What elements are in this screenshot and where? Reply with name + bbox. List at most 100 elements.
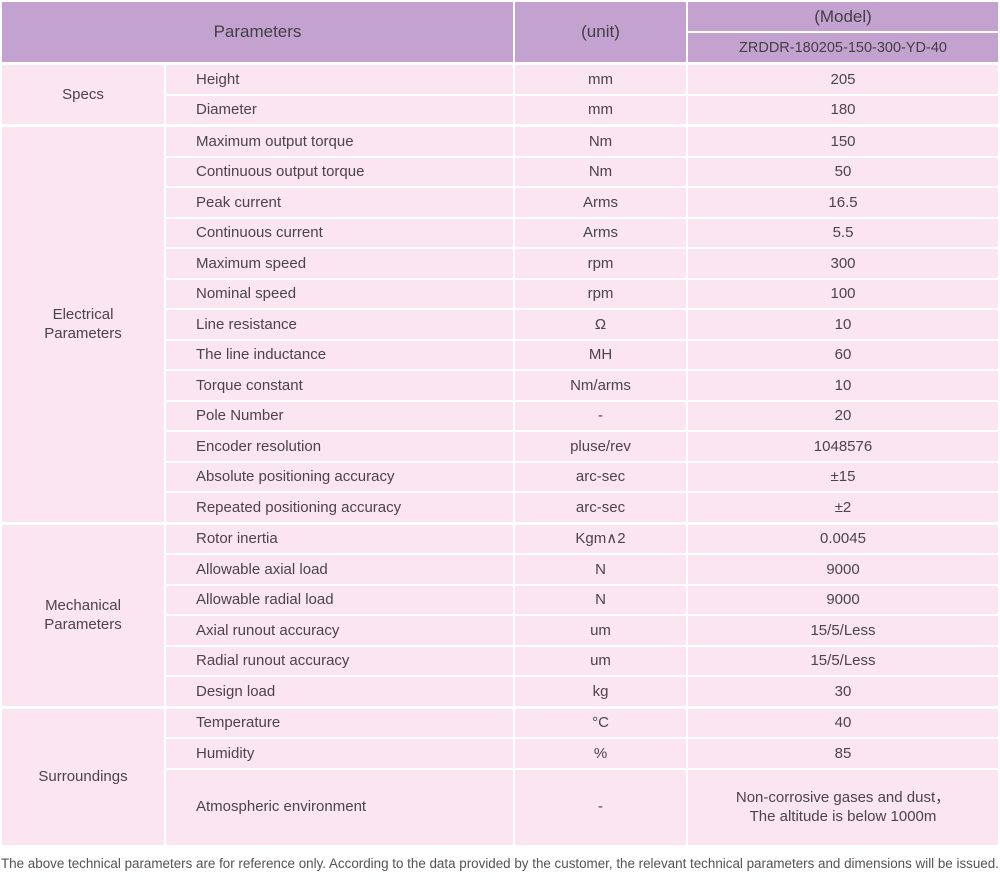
param-unit: Arms (515, 188, 686, 217)
param-name: Line resistance (166, 310, 513, 339)
param-unit: mm (515, 65, 686, 94)
param-unit: Ω (515, 310, 686, 339)
table-row: Nominal speed rpm 100 (166, 279, 998, 308)
param-value: 30 (688, 677, 998, 706)
table-row: Allowable radial load N 9000 (166, 585, 998, 614)
table-row: Axial runout accuracy um 15/5/Less (166, 616, 998, 645)
param-name: Temperature (166, 708, 513, 737)
param-value: 9000 (688, 555, 998, 584)
table-row: Height mm 205 (166, 65, 998, 94)
section-specs: Specs Height mm 205 Diameter mm 180 (2, 65, 998, 124)
table-row: Encoder resolution pluse/rev 1048576 (166, 432, 998, 461)
param-value: 150 (688, 127, 998, 156)
param-value: 15/5/Less (688, 616, 998, 645)
table-header: Parameters (unit) (Model) ZRDDR-180205-1… (2, 2, 998, 62)
param-unit: Nm (515, 127, 686, 156)
param-value: 180 (688, 95, 998, 124)
table-row: Maximum output torque Nm 150 (166, 127, 998, 156)
param-name: Continuous output torque (166, 157, 513, 186)
table-row: Humidity % 85 (166, 739, 998, 768)
section-mechanical-parameters: Mechanical Parameters Rotor inertia Kgm∧… (2, 524, 998, 706)
section-label: Specs (2, 65, 164, 124)
param-name: Humidity (166, 739, 513, 768)
header-unit: (unit) (515, 2, 686, 62)
table-row: Diameter mm 180 (166, 95, 998, 124)
table-row: Peak current Arms 16.5 (166, 188, 998, 217)
header-model: (Model) (688, 2, 998, 31)
param-unit: N (515, 555, 686, 584)
param-name: Nominal speed (166, 279, 513, 308)
section-surroundings: Surroundings Temperature °C 40 Humidity … (2, 708, 998, 845)
param-unit: Arms (515, 218, 686, 247)
param-unit: um (515, 646, 686, 675)
param-unit: pluse/rev (515, 432, 686, 461)
param-value: 85 (688, 739, 998, 768)
section-label: Surroundings (2, 708, 164, 845)
table-row: Design load kg 30 (166, 677, 998, 706)
header-model-column: (Model) ZRDDR-180205-150-300-YD-40 (688, 2, 998, 62)
param-unit: - (515, 401, 686, 430)
param-value: 300 (688, 249, 998, 278)
param-value: 9000 (688, 585, 998, 614)
param-value: ±2 (688, 493, 998, 522)
table-row: Radial runout accuracy um 15/5/Less (166, 646, 998, 675)
table-row: Absolute positioning accuracy arc-sec ±1… (166, 462, 998, 491)
param-value: 205 (688, 65, 998, 94)
table-row: Allowable axial load N 9000 (166, 555, 998, 584)
table-row: Atmospheric environment - Non-corrosive … (166, 769, 998, 845)
param-unit: rpm (515, 249, 686, 278)
param-unit: arc-sec (515, 462, 686, 491)
param-value: 10 (688, 310, 998, 339)
param-value: 16.5 (688, 188, 998, 217)
param-unit: °C (515, 708, 686, 737)
table-row: Continuous current Arms 5.5 (166, 218, 998, 247)
param-name: Pole Number (166, 401, 513, 430)
param-name: Height (166, 65, 513, 94)
param-unit: % (515, 739, 686, 768)
param-name: Encoder resolution (166, 432, 513, 461)
table-row: Repeated positioning accuracy arc-sec ±2 (166, 493, 998, 522)
param-unit: arc-sec (515, 493, 686, 522)
param-name: Diameter (166, 95, 513, 124)
param-value: 10 (688, 371, 998, 400)
param-value: ±15 (688, 462, 998, 491)
section-label: Mechanical Parameters (2, 524, 164, 706)
param-name: Continuous current (166, 218, 513, 247)
footer-note: The above technical parameters are for r… (1, 855, 999, 871)
param-name: Maximum output torque (166, 127, 513, 156)
spec-table: Parameters (unit) (Model) ZRDDR-180205-1… (0, 0, 1000, 847)
param-value: 15/5/Less (688, 646, 998, 675)
param-unit: mm (515, 95, 686, 124)
param-name: Maximum speed (166, 249, 513, 278)
table-row: Maximum speed rpm 300 (166, 249, 998, 278)
param-name: Peak current (166, 188, 513, 217)
param-name: Repeated positioning accuracy (166, 493, 513, 522)
section-label: Electrical Parameters (2, 127, 164, 522)
param-unit: um (515, 616, 686, 645)
param-name: Radial runout accuracy (166, 646, 513, 675)
param-value: 0.0045 (688, 524, 998, 553)
param-unit: kg (515, 677, 686, 706)
param-unit: rpm (515, 279, 686, 308)
param-unit: Nm (515, 157, 686, 186)
param-name: Design load (166, 677, 513, 706)
param-unit: MH (515, 340, 686, 369)
table-row: Torque constant Nm/arms 10 (166, 371, 998, 400)
param-value: 100 (688, 279, 998, 308)
param-value: Non-corrosive gases and dust， The altitu… (688, 769, 998, 845)
section-electrical-parameters: Electrical Parameters Maximum output tor… (2, 127, 998, 522)
param-name: Atmospheric environment (166, 769, 513, 845)
table-row: Line resistance Ω 10 (166, 310, 998, 339)
param-name: Torque constant (166, 371, 513, 400)
param-value: 1048576 (688, 432, 998, 461)
param-unit: - (515, 769, 686, 845)
param-value: 5.5 (688, 218, 998, 247)
table-row: The line inductance MH 60 (166, 340, 998, 369)
param-unit: Kgm∧2 (515, 524, 686, 553)
param-name: Absolute positioning accuracy (166, 462, 513, 491)
table-row: Temperature °C 40 (166, 708, 998, 737)
param-unit: N (515, 585, 686, 614)
param-name: Rotor inertia (166, 524, 513, 553)
param-value: 40 (688, 708, 998, 737)
